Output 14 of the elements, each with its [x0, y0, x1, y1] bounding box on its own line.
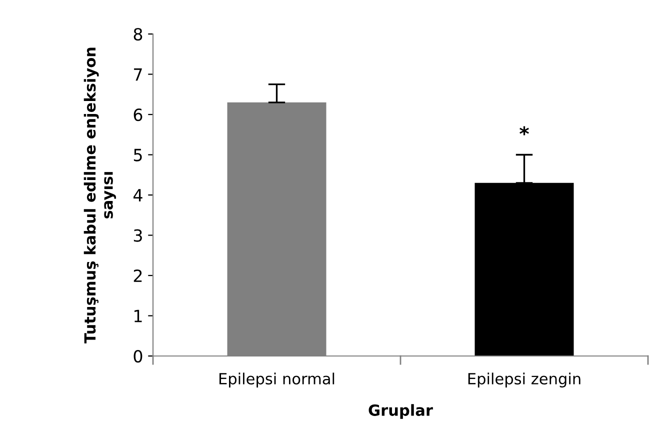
y-tick-label: 1 [134, 310, 142, 322]
y-tick-label: 3 [134, 229, 142, 242]
y-tick-label: 4 [133, 189, 142, 202]
x-tick-label: Epilepsi normal [219, 372, 334, 388]
y-tick-label: 8 [134, 28, 142, 41]
y-tick-label: 6 [134, 108, 142, 122]
y-tick-label: 0 [134, 350, 142, 363]
y-tick-label: 5 [134, 148, 142, 162]
annotation: * [520, 126, 529, 136]
x-tick-label: Epilepsi zengin [468, 372, 580, 388]
y-tick-label: 2 [134, 269, 142, 282]
y-axis-title: Tutuşmuş kabul edilme enjeksiyon sayısı [84, 48, 116, 344]
x-axis-title: Gruplar [368, 404, 433, 419]
y-tick-label: 7 [134, 68, 142, 81]
